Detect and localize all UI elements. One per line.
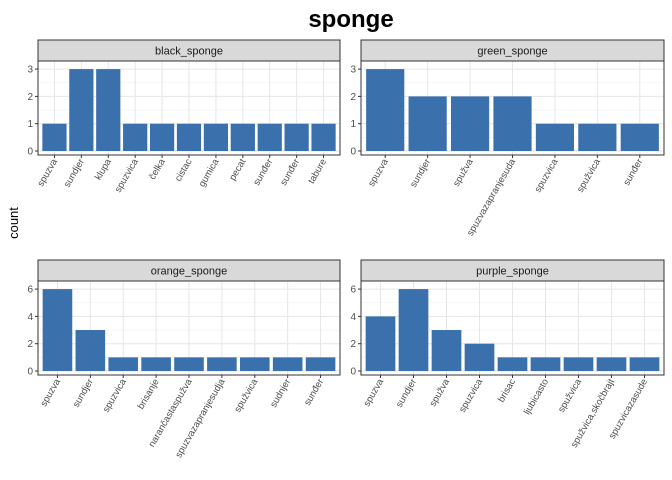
bar-orange_sponge-0 [42, 289, 73, 371]
bar-purple_sponge-2 [431, 330, 462, 371]
x-tick-label: spužvica [575, 156, 603, 194]
x-tick-label: sunđer [302, 377, 326, 408]
y-tick-label: 1 [350, 119, 356, 130]
facet-strip-label: green_sponge [477, 46, 547, 58]
x-tick-label: brisac [496, 377, 518, 405]
x-tick-label: cistac [173, 157, 195, 184]
bar-green_sponge-0 [366, 69, 405, 151]
bar-black_sponge-6 [203, 123, 229, 151]
x-tick-label: spuzva [35, 156, 60, 188]
y-tick-label: 2 [350, 339, 356, 350]
x-tick-label: spuzva [366, 156, 391, 188]
bar-black_sponge-9 [284, 123, 309, 151]
bar-orange_sponge-4 [174, 357, 204, 371]
bar-orange_sponge-7 [272, 357, 303, 371]
x-tick-label: spuzvazapranjesuda [465, 156, 518, 238]
bar-black_sponge-1 [69, 69, 94, 151]
x-tick-label: spuzva [362, 376, 387, 408]
y-tick-label: 4 [350, 312, 356, 323]
bar-black_sponge-8 [257, 123, 282, 151]
bar-black_sponge-3 [123, 123, 148, 151]
y-tick-label: 6 [350, 285, 356, 296]
x-tick-label: spužva [451, 156, 476, 188]
y-tick-label: 3 [350, 65, 356, 76]
bar-purple_sponge-7 [596, 357, 627, 371]
x-tick-label: spužvica [556, 376, 584, 414]
bar-green_sponge-2 [450, 96, 490, 151]
y-tick-label: 6 [27, 285, 33, 296]
y-tick-label: 0 [350, 367, 356, 378]
y-tick-label: 4 [27, 312, 33, 323]
y-axis-label: count [6, 207, 21, 239]
x-tick-label: ljubicasto [522, 377, 551, 417]
facet-black_sponge: black_sponge 0 1 2 3 spuzva sundjer klupaspuzvi… [27, 39, 341, 195]
bar-orange_sponge-8 [305, 357, 336, 371]
bar-black_sponge-10 [311, 123, 336, 151]
facet-purple_sponge: purple_sponge 0 2 4 6 spuzva sundjer spužva spuz… [350, 259, 665, 450]
y-tick-label: 0 [27, 367, 33, 378]
facet-orange_sponge: orange_sponge 0 2 4 6 spuzva sundjer spuzvica br… [27, 259, 341, 460]
x-tick-label: spuzvica [457, 376, 485, 414]
y-tick-label: 0 [350, 147, 356, 158]
x-tick-label: sunđer [621, 157, 645, 188]
y-tick-label: 1 [27, 119, 33, 130]
bar-orange_sponge-2 [108, 357, 139, 371]
facet-strip-label: orange_sponge [151, 266, 227, 278]
bar-black_sponge-2 [96, 69, 121, 151]
bar-orange_sponge-5 [207, 357, 237, 371]
bar-purple_sponge-8 [629, 357, 660, 371]
bar-black_sponge-0 [42, 123, 67, 151]
x-tick-label: spuzvica [101, 376, 129, 414]
x-tick-label: sundjer [71, 377, 96, 409]
bar-green_sponge-1 [408, 96, 447, 151]
facet-strip-label: black_sponge [155, 46, 223, 58]
bar-green_sponge-5 [578, 123, 617, 151]
x-tick-label: čelka [147, 156, 168, 181]
bar-black_sponge-5 [176, 123, 202, 151]
bar-orange_sponge-6 [239, 357, 270, 371]
bar-green_sponge-6 [620, 123, 659, 151]
x-tick-label: sunđer [278, 157, 302, 188]
y-tick-label: 2 [27, 92, 33, 103]
y-tick-label: 0 [27, 147, 33, 158]
x-tick-label: tabure [306, 157, 329, 186]
bar-black_sponge-4 [149, 123, 175, 151]
x-tick-label: sundjer [62, 157, 87, 189]
x-tick-label: spuzvica [533, 156, 561, 194]
x-tick-label: brisanje [136, 377, 162, 411]
y-tick-label: 2 [350, 92, 356, 103]
bar-purple_sponge-6 [563, 357, 594, 371]
bar-purple_sponge-1 [398, 289, 429, 371]
bar-green_sponge-4 [535, 123, 575, 151]
x-tick-label: sudnjer [268, 377, 293, 409]
chart-title: sponge [308, 6, 393, 33]
x-tick-label: spuzvica [113, 156, 141, 194]
bar-orange_sponge-1 [75, 330, 106, 371]
x-tick-label: gumica [197, 156, 222, 189]
bar-purple_sponge-0 [365, 316, 396, 371]
y-tick-label: 3 [27, 65, 33, 76]
facet-strip-label: purple_sponge [476, 266, 549, 278]
bar-purple_sponge-3 [464, 343, 495, 371]
bar-black_sponge-7 [230, 123, 255, 151]
bar-purple_sponge-5 [530, 357, 561, 371]
bar-purple_sponge-4 [497, 357, 528, 371]
x-tick-label: klupa [93, 156, 114, 182]
y-tick-label: 2 [27, 339, 33, 350]
x-tick-label: sunđer [251, 157, 275, 188]
bar-orange_sponge-3 [141, 357, 171, 371]
x-tick-label: sundjer [394, 377, 419, 409]
x-tick-label: spuzva [38, 376, 63, 408]
bar-green_sponge-3 [493, 96, 532, 151]
x-tick-label: spužvica [232, 376, 260, 414]
x-tick-label: spužva [428, 376, 453, 408]
x-tick-label: pecat [227, 157, 248, 183]
x-tick-label: sundjer [408, 157, 433, 189]
